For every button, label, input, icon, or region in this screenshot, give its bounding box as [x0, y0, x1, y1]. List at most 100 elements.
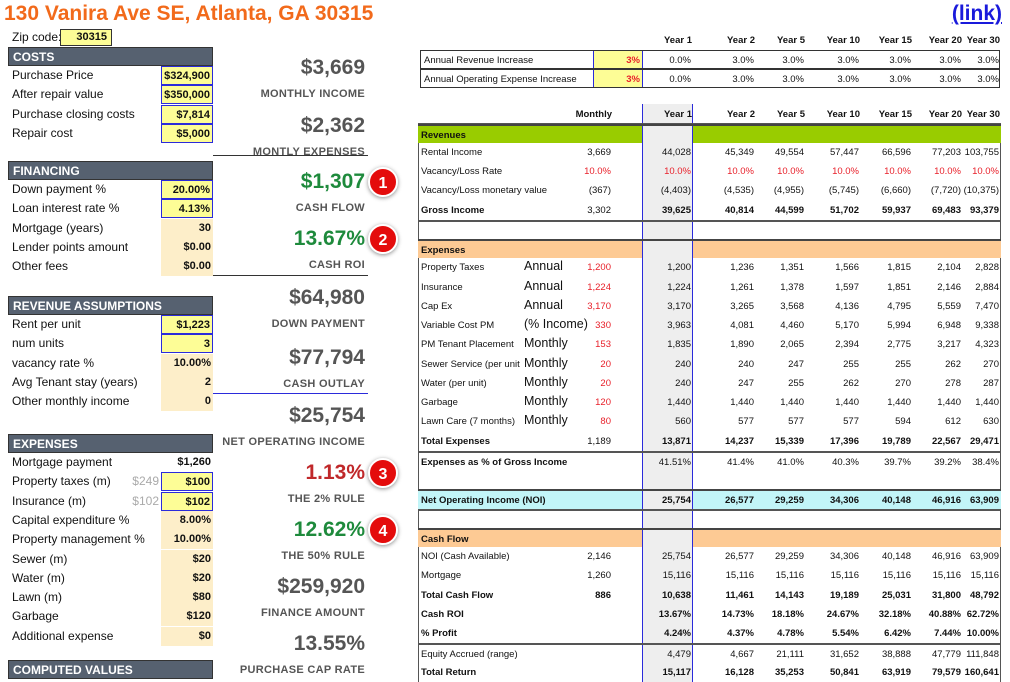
row-hint: $102 — [132, 493, 159, 508]
row-value: $20 — [161, 549, 213, 569]
table-row: Cap Ex Annual 3,170 3,170 3,265 3,568 4,136 4,7… — [418, 297, 1001, 316]
year-value: 44,028 — [661, 146, 691, 158]
year-value: 11,461 — [725, 589, 754, 601]
year-value: 1,378 — [780, 281, 804, 293]
year-value: 41.4% — [727, 456, 754, 468]
row-frequency: Annual — [524, 297, 563, 312]
row-value[interactable]: 3 — [161, 334, 213, 354]
monthly-value: 2,146 — [587, 551, 611, 562]
row-value[interactable]: $7,814 — [161, 104, 213, 124]
row-value: 10.00% — [161, 353, 213, 373]
year1-gap — [642, 241, 693, 259]
increase-year-header: Year 5 — [777, 35, 805, 46]
row-label: After repair value — [12, 87, 104, 102]
row-value: $0.00 — [161, 257, 213, 277]
year-value: 29,471 — [969, 435, 999, 447]
increase-rate-input[interactable]: 3% — [593, 70, 643, 87]
metric-value: $25,754 — [289, 404, 365, 427]
year-value: 1,597 — [835, 281, 859, 293]
year-value: 4,479 — [667, 649, 691, 661]
row-label: % Profit — [421, 628, 457, 639]
row-label: Variable Cost PM — [421, 320, 495, 331]
year-value: 51,702 — [829, 204, 859, 216]
year-value: 262 — [945, 358, 961, 370]
year-value: 19,189 — [829, 589, 859, 601]
table-row: Lawn Care (7 months) Monthly 80 560 577 577 57… — [418, 412, 1001, 431]
year-value: 15,116 — [882, 570, 911, 582]
year-value: 270 — [983, 358, 999, 370]
revenue-row: num units 3 — [8, 334, 213, 354]
row-label: Purchase Price — [12, 68, 94, 82]
year-value: 41.51% — [658, 456, 691, 468]
row-label: Vacancy/Loss Rate — [421, 166, 503, 177]
year-value: 1,440 — [667, 397, 691, 408]
table-row: PM Tenant Placement Monthly 153 1,835 1,890 2… — [418, 335, 1001, 354]
row-value[interactable]: $350,000 — [161, 85, 213, 105]
year-value: 5.54% — [832, 628, 859, 639]
increase-value: 3.0% — [782, 55, 804, 66]
year-value: 24.67% — [826, 608, 859, 620]
year-value: 21,111 — [776, 649, 804, 661]
year-value: 50,841 — [829, 666, 859, 678]
increase-rate-input[interactable]: 3% — [593, 51, 643, 68]
computed-header: COMPUTED VALUES — [8, 660, 213, 679]
increase-year-header: Year 1 — [664, 35, 692, 46]
row-label: Expenses — [421, 245, 466, 256]
metric-caption: FINANCE AMOUNT — [260, 607, 365, 619]
year-value: 47,779 — [931, 649, 961, 661]
row-label: Lender points amount — [12, 239, 129, 254]
property-link[interactable]: (link) — [951, 2, 1002, 25]
year-value: 10,638 — [661, 589, 691, 601]
year-value: 10.0% — [832, 166, 859, 177]
year-value: 560 — [675, 416, 691, 428]
row-value[interactable]: $5,000 — [161, 123, 213, 143]
row-value[interactable]: $102 — [161, 491, 213, 511]
year-value: 1,440 — [730, 397, 754, 408]
monthly-value: 80 — [600, 416, 611, 428]
year-value: 1,224 — [667, 281, 691, 293]
expenses-row: Garbage $120 — [8, 607, 213, 627]
year-value: (5,745) — [828, 185, 859, 197]
year-value: 18.18% — [771, 608, 804, 620]
year-value: 15,339 — [774, 435, 804, 447]
year-value: 63,909 — [969, 551, 999, 562]
row-label: Insurance (m) — [12, 493, 87, 508]
increase-value: 3.0% — [977, 55, 999, 66]
monthly-value: 20 — [600, 358, 611, 370]
year-value: 262 — [843, 377, 859, 389]
year-value: 63,909 — [969, 495, 999, 507]
monthly-value: 3,302 — [587, 204, 611, 216]
metric-value: $77,794 — [289, 346, 365, 369]
table-row — [418, 219, 1001, 239]
table-row: Vacancy/Loss Rate 10.0% 10.0% 10.0% 10.0% 10.… — [418, 162, 1001, 181]
year-value: 13,871 — [661, 435, 691, 447]
metric-value: 12.62% — [293, 518, 365, 541]
row-label: Gross Income — [421, 204, 485, 216]
expenses-header: EXPENSES — [8, 434, 213, 453]
year-value: 4.24% — [664, 628, 691, 639]
row-value[interactable]: $100 — [161, 472, 213, 492]
divider-line — [213, 393, 368, 394]
expenses-row: Water (m) $20 — [8, 568, 213, 588]
row-value: 30 — [161, 218, 213, 238]
row-value[interactable]: 20.00% — [161, 180, 213, 199]
increase-value: 3.0% — [939, 74, 961, 85]
row-value[interactable]: $1,223 — [161, 315, 213, 334]
row-value[interactable]: $324,900 — [161, 66, 213, 85]
row-label: Cap Ex — [421, 300, 453, 312]
year1-gap — [642, 491, 693, 509]
year-value: 278 — [945, 377, 961, 389]
year-value: 1,440 — [975, 397, 999, 408]
table-row: Water (per unit) Monthly 20 240 247 255 262 270… — [418, 374, 1001, 393]
year-value: 1,815 — [887, 262, 911, 274]
zip-input[interactable]: 30315 — [60, 29, 112, 46]
year-value: 240 — [738, 358, 754, 370]
table-row: Property Taxes Annual 1,200 1,200 1,236 1,351… — [418, 258, 1001, 277]
callout-badge: 3 — [368, 458, 398, 488]
year-value: 1,566 — [835, 262, 859, 274]
row-label: Water (m) — [12, 570, 65, 585]
year-value: 10.0% — [884, 166, 911, 177]
year-value: 5,559 — [937, 300, 961, 312]
row-value[interactable]: 4.13% — [161, 199, 213, 219]
page-title: 130 Vanira Ave SE, Atlanta, GA 30315 — [4, 2, 374, 25]
